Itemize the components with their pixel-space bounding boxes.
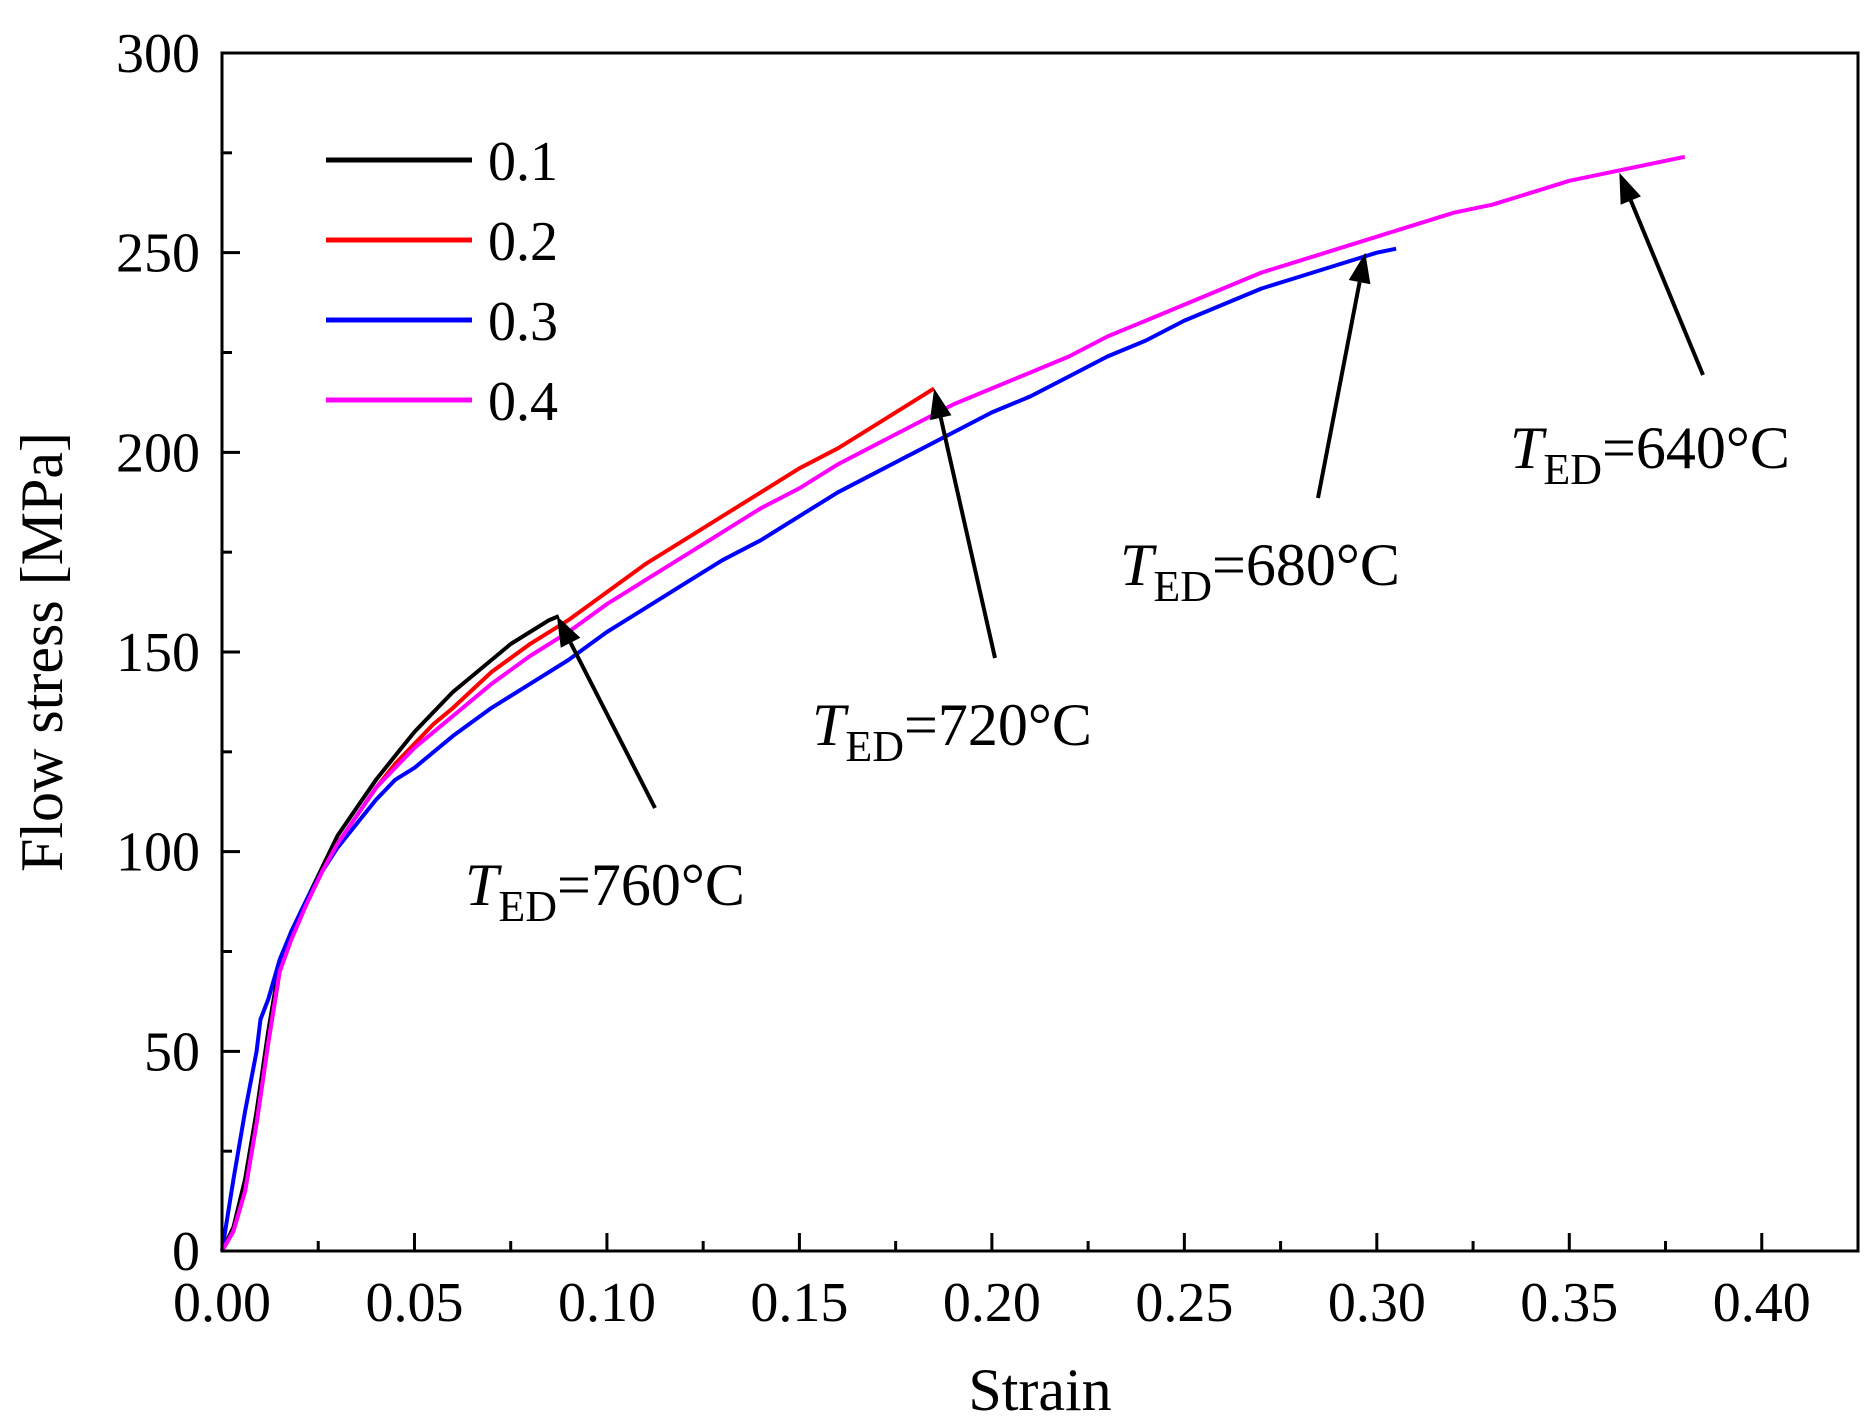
x-tick-label: 0.00 [173, 1272, 271, 1334]
x-tick-label: 0.40 [1713, 1272, 1811, 1334]
annotation-label: TED=760°C [465, 852, 745, 931]
series-line-0.2 [220, 386, 936, 1252]
x-tick-label: 0.20 [943, 1272, 1041, 1334]
x-tick-label: 0.10 [558, 1272, 656, 1334]
y-axis-title: Flow stress [MPa] [9, 432, 75, 872]
annotation-arrow-head [930, 388, 952, 421]
legend-label-0.4: 0.4 [488, 371, 558, 433]
annotations: TED=760°C TED=720°C TED=680°C TED=640°C [465, 172, 1790, 931]
legend: 0.1 0.2 0.3 0.4 [326, 131, 558, 433]
y-axis-ticks: 0 50 100 150 200 250 300 [116, 23, 240, 1283]
y-tick-label: 50 [144, 1021, 200, 1083]
legend-label-0.2: 0.2 [488, 211, 558, 273]
annotation-label: TED=680°C [1120, 532, 1400, 611]
annotation-arrow-head [1348, 252, 1371, 285]
plot-frame [220, 51, 1860, 1253]
legend-label-0.1: 0.1 [488, 131, 558, 193]
y-tick-label: 250 [116, 223, 200, 285]
legend-label-0.3: 0.3 [488, 291, 558, 353]
annotation-arrow-head [556, 616, 581, 648]
x-axis-ticks: 0.00 0.05 0.10 0.15 0.20 0.25 0.30 0.35 0.40 [173, 1233, 1860, 1334]
x-axis-title: Strain [968, 1357, 1111, 1423]
x-tick-label: 0.05 [365, 1272, 463, 1334]
y-tick-label: 150 [116, 622, 200, 684]
annotation-arrow-shaft [1628, 199, 1705, 376]
series-line-0.4 [220, 154, 1686, 1252]
y-tick-label: 0 [172, 1221, 200, 1283]
x-tick-label: 0.30 [1328, 1272, 1426, 1334]
x-tick-label: 0.15 [750, 1272, 848, 1334]
x-tick-label: 0.35 [1520, 1272, 1618, 1334]
y-tick-label: 100 [116, 822, 200, 884]
series-line-0.1 [220, 614, 560, 1252]
annotation-arrow-shaft [1316, 281, 1362, 499]
y-tick-label: 300 [116, 23, 200, 85]
series-line-0.3 [220, 246, 1397, 1252]
annotation-arrow-head [1619, 172, 1641, 205]
y-tick-label: 200 [116, 422, 200, 484]
annotation-arrow-shaft [568, 641, 657, 809]
plot-series [220, 154, 1686, 1252]
x-tick-label: 0.25 [1135, 1272, 1233, 1334]
annotation-label: TED=720°C [812, 692, 1092, 771]
annotation-arrow-shaft [938, 417, 997, 659]
annotation-label: TED=640°C [1510, 415, 1790, 494]
